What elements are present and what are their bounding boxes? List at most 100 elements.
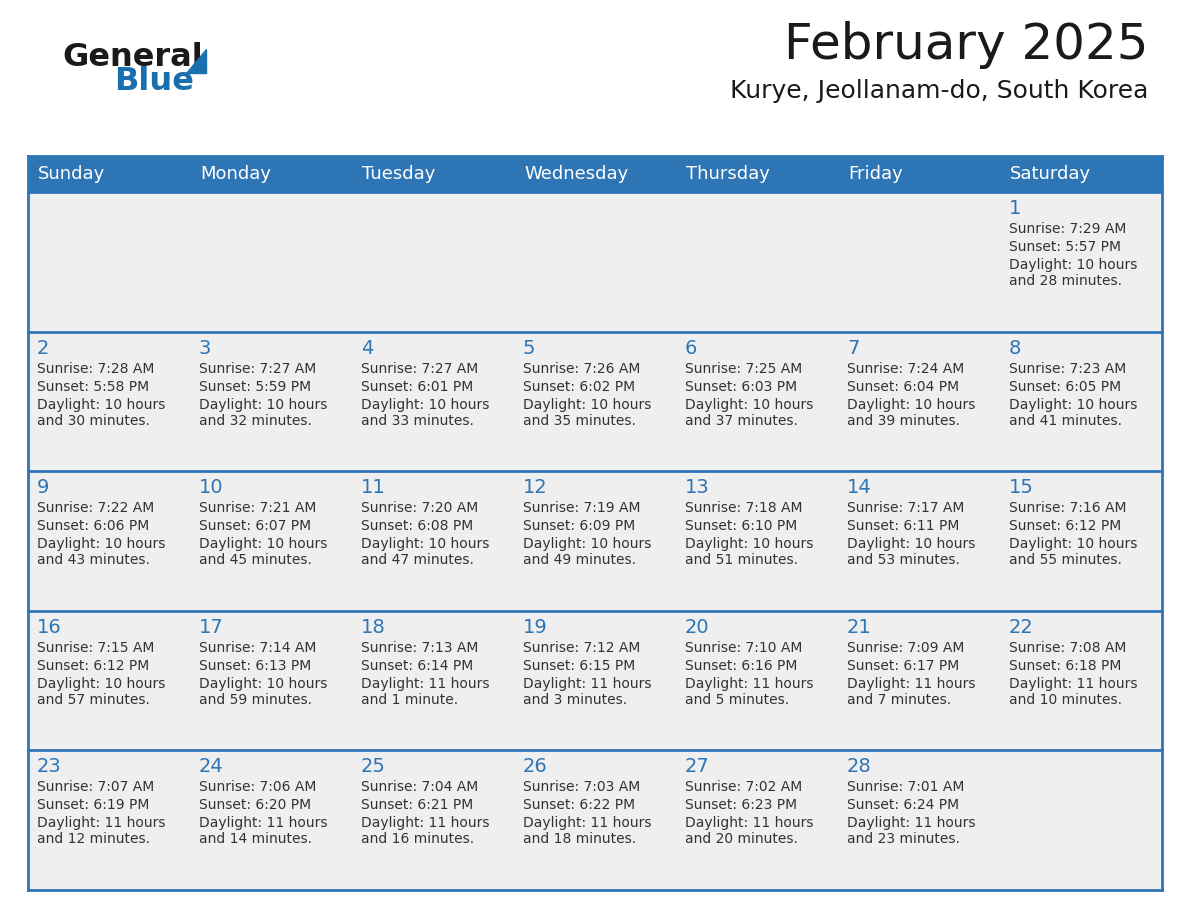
- Text: Daylight: 11 hours: Daylight: 11 hours: [37, 816, 165, 831]
- Bar: [352, 192, 514, 331]
- Text: Daylight: 11 hours: Daylight: 11 hours: [685, 677, 814, 691]
- Text: and 7 minutes.: and 7 minutes.: [847, 693, 952, 707]
- Text: Daylight: 10 hours: Daylight: 10 hours: [361, 397, 489, 411]
- Text: Daylight: 11 hours: Daylight: 11 hours: [361, 816, 489, 831]
- Text: 16: 16: [37, 618, 62, 637]
- Text: Sunset: 6:23 PM: Sunset: 6:23 PM: [685, 799, 797, 812]
- Text: Daylight: 11 hours: Daylight: 11 hours: [847, 677, 975, 691]
- Text: Sunrise: 7:02 AM: Sunrise: 7:02 AM: [685, 780, 802, 794]
- Text: and 55 minutes.: and 55 minutes.: [1009, 554, 1121, 567]
- Text: Daylight: 10 hours: Daylight: 10 hours: [847, 397, 975, 411]
- Text: and 3 minutes.: and 3 minutes.: [523, 693, 627, 707]
- Bar: [190, 192, 352, 331]
- Text: 17: 17: [200, 618, 223, 637]
- Text: Sunrise: 7:13 AM: Sunrise: 7:13 AM: [361, 641, 479, 655]
- Text: Daylight: 10 hours: Daylight: 10 hours: [1009, 258, 1137, 272]
- Text: Sunset: 6:18 PM: Sunset: 6:18 PM: [1009, 659, 1121, 673]
- Text: 27: 27: [685, 757, 709, 777]
- Text: Sunset: 6:21 PM: Sunset: 6:21 PM: [361, 799, 473, 812]
- Text: 14: 14: [847, 478, 872, 498]
- Text: 12: 12: [523, 478, 548, 498]
- Text: Sunrise: 7:12 AM: Sunrise: 7:12 AM: [523, 641, 640, 655]
- Text: Sunset: 6:10 PM: Sunset: 6:10 PM: [685, 520, 797, 533]
- Bar: [352, 750, 514, 890]
- Text: Sunrise: 7:21 AM: Sunrise: 7:21 AM: [200, 501, 316, 515]
- Bar: [514, 192, 676, 331]
- Text: Sunrise: 7:23 AM: Sunrise: 7:23 AM: [1009, 362, 1126, 375]
- Text: Daylight: 10 hours: Daylight: 10 hours: [200, 537, 328, 551]
- Text: Daylight: 10 hours: Daylight: 10 hours: [200, 397, 328, 411]
- Text: Blue: Blue: [114, 66, 194, 97]
- Text: and 28 minutes.: and 28 minutes.: [1009, 274, 1121, 288]
- Text: Sunset: 6:16 PM: Sunset: 6:16 PM: [685, 659, 797, 673]
- Text: Sunset: 6:07 PM: Sunset: 6:07 PM: [200, 520, 311, 533]
- Text: and 16 minutes.: and 16 minutes.: [361, 833, 474, 846]
- Bar: [838, 192, 1000, 331]
- Bar: [514, 331, 676, 471]
- Text: Sunrise: 7:14 AM: Sunrise: 7:14 AM: [200, 641, 316, 655]
- Text: Sunset: 6:24 PM: Sunset: 6:24 PM: [847, 799, 959, 812]
- Text: 28: 28: [847, 757, 872, 777]
- Text: Sunset: 6:11 PM: Sunset: 6:11 PM: [847, 520, 960, 533]
- Bar: [190, 610, 352, 750]
- Text: Sunrise: 7:10 AM: Sunrise: 7:10 AM: [685, 641, 802, 655]
- Text: Sunrise: 7:20 AM: Sunrise: 7:20 AM: [361, 501, 479, 515]
- Bar: [1000, 156, 1162, 192]
- Text: and 33 minutes.: and 33 minutes.: [361, 414, 474, 428]
- Bar: [514, 471, 676, 610]
- Text: and 41 minutes.: and 41 minutes.: [1009, 414, 1121, 428]
- Text: Sunrise: 7:27 AM: Sunrise: 7:27 AM: [361, 362, 479, 375]
- Text: and 37 minutes.: and 37 minutes.: [685, 414, 798, 428]
- Bar: [514, 750, 676, 890]
- Text: 6: 6: [685, 339, 697, 358]
- Text: Sunset: 6:12 PM: Sunset: 6:12 PM: [37, 659, 150, 673]
- Text: 19: 19: [523, 618, 548, 637]
- Text: and 35 minutes.: and 35 minutes.: [523, 414, 636, 428]
- Text: Sunset: 6:13 PM: Sunset: 6:13 PM: [200, 659, 311, 673]
- Text: and 5 minutes.: and 5 minutes.: [685, 693, 789, 707]
- Text: 25: 25: [361, 757, 386, 777]
- Bar: [190, 156, 352, 192]
- Text: 20: 20: [685, 618, 709, 637]
- Text: February 2025: February 2025: [784, 21, 1148, 69]
- Text: Sunset: 5:59 PM: Sunset: 5:59 PM: [200, 380, 311, 394]
- Text: Daylight: 10 hours: Daylight: 10 hours: [685, 537, 814, 551]
- Text: 4: 4: [361, 339, 373, 358]
- Bar: [676, 750, 838, 890]
- Bar: [352, 471, 514, 610]
- Bar: [1000, 750, 1162, 890]
- Text: Daylight: 10 hours: Daylight: 10 hours: [200, 677, 328, 691]
- Bar: [29, 750, 190, 890]
- Text: 5: 5: [523, 339, 536, 358]
- Text: Daylight: 11 hours: Daylight: 11 hours: [200, 816, 328, 831]
- Bar: [1000, 610, 1162, 750]
- Text: 10: 10: [200, 478, 223, 498]
- Text: Sunset: 5:57 PM: Sunset: 5:57 PM: [1009, 240, 1121, 254]
- Text: 9: 9: [37, 478, 50, 498]
- Text: Sunset: 6:05 PM: Sunset: 6:05 PM: [1009, 380, 1121, 394]
- Text: Sunday: Sunday: [38, 165, 106, 183]
- Bar: [352, 331, 514, 471]
- Bar: [1000, 331, 1162, 471]
- Text: and 1 minute.: and 1 minute.: [361, 693, 459, 707]
- Text: Sunrise: 7:19 AM: Sunrise: 7:19 AM: [523, 501, 640, 515]
- Text: Thursday: Thursday: [685, 165, 770, 183]
- Bar: [676, 610, 838, 750]
- Text: Sunset: 6:22 PM: Sunset: 6:22 PM: [523, 799, 636, 812]
- Text: and 57 minutes.: and 57 minutes.: [37, 693, 150, 707]
- Text: Daylight: 11 hours: Daylight: 11 hours: [523, 816, 651, 831]
- Bar: [29, 471, 190, 610]
- Text: Daylight: 10 hours: Daylight: 10 hours: [847, 537, 975, 551]
- Text: Sunset: 6:08 PM: Sunset: 6:08 PM: [361, 520, 473, 533]
- Text: Sunrise: 7:03 AM: Sunrise: 7:03 AM: [523, 780, 640, 794]
- Text: Daylight: 11 hours: Daylight: 11 hours: [1009, 677, 1137, 691]
- Text: 18: 18: [361, 618, 386, 637]
- Text: 11: 11: [361, 478, 386, 498]
- Text: and 49 minutes.: and 49 minutes.: [523, 554, 636, 567]
- Bar: [29, 156, 190, 192]
- Text: Sunrise: 7:27 AM: Sunrise: 7:27 AM: [200, 362, 316, 375]
- Bar: [29, 610, 190, 750]
- Text: Sunrise: 7:18 AM: Sunrise: 7:18 AM: [685, 501, 803, 515]
- Text: 23: 23: [37, 757, 62, 777]
- Text: Sunset: 5:58 PM: Sunset: 5:58 PM: [37, 380, 150, 394]
